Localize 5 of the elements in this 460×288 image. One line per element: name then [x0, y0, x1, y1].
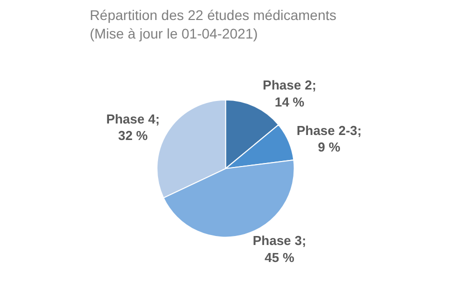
slice-label: Phase 2-3; 9 % — [296, 122, 362, 155]
slice-label: Phase 3; 45 % — [252, 233, 306, 266]
slice-label: Phase 4; 32 % — [106, 111, 160, 144]
slice-label: Phase 2; 14 % — [262, 77, 316, 110]
chart-title: Répartition des 22 études médicaments (Mise à jour le 01-04-2021) — [90, 7, 336, 42]
